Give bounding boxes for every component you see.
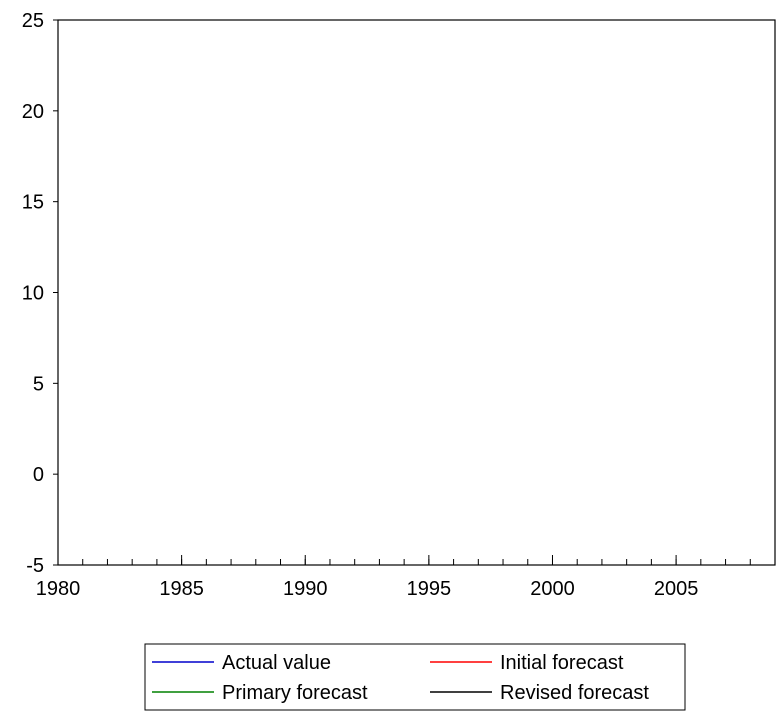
legend-box [144,643,686,711]
x-tick-label: 2005 [654,578,699,600]
legend-label-3: Revised forecast [500,682,649,704]
legend-label-0: Actual value [222,652,331,674]
legend: Actual value Initial forecast Primary fore… [144,643,686,711]
y-tick-label: 5 [33,373,44,395]
x-tick-label: 1990 [283,578,328,600]
y-tick-label: 15 [22,192,44,214]
x-tick-label: 1985 [159,578,204,600]
y-tick-label: 0 [33,464,44,486]
legend-label-1: Initial forecast [500,652,624,674]
x-tick-label: 2000 [530,578,575,600]
x-tick-label: 1995 [407,578,452,600]
y-tick-label: 25 [22,10,44,32]
legend-label-2: Primary forecast [222,682,368,704]
y-tick-label: -5 [26,555,44,577]
x-tick-label: 1980 [36,578,81,600]
y-tick-label: 20 [22,101,44,123]
y-tick-label: 10 [22,283,44,305]
chart-axes: -5 0 5 10 15 20 25 1980 1985 1990 1995 2000 2005 [22,10,776,600]
plot-frame [57,19,776,566]
